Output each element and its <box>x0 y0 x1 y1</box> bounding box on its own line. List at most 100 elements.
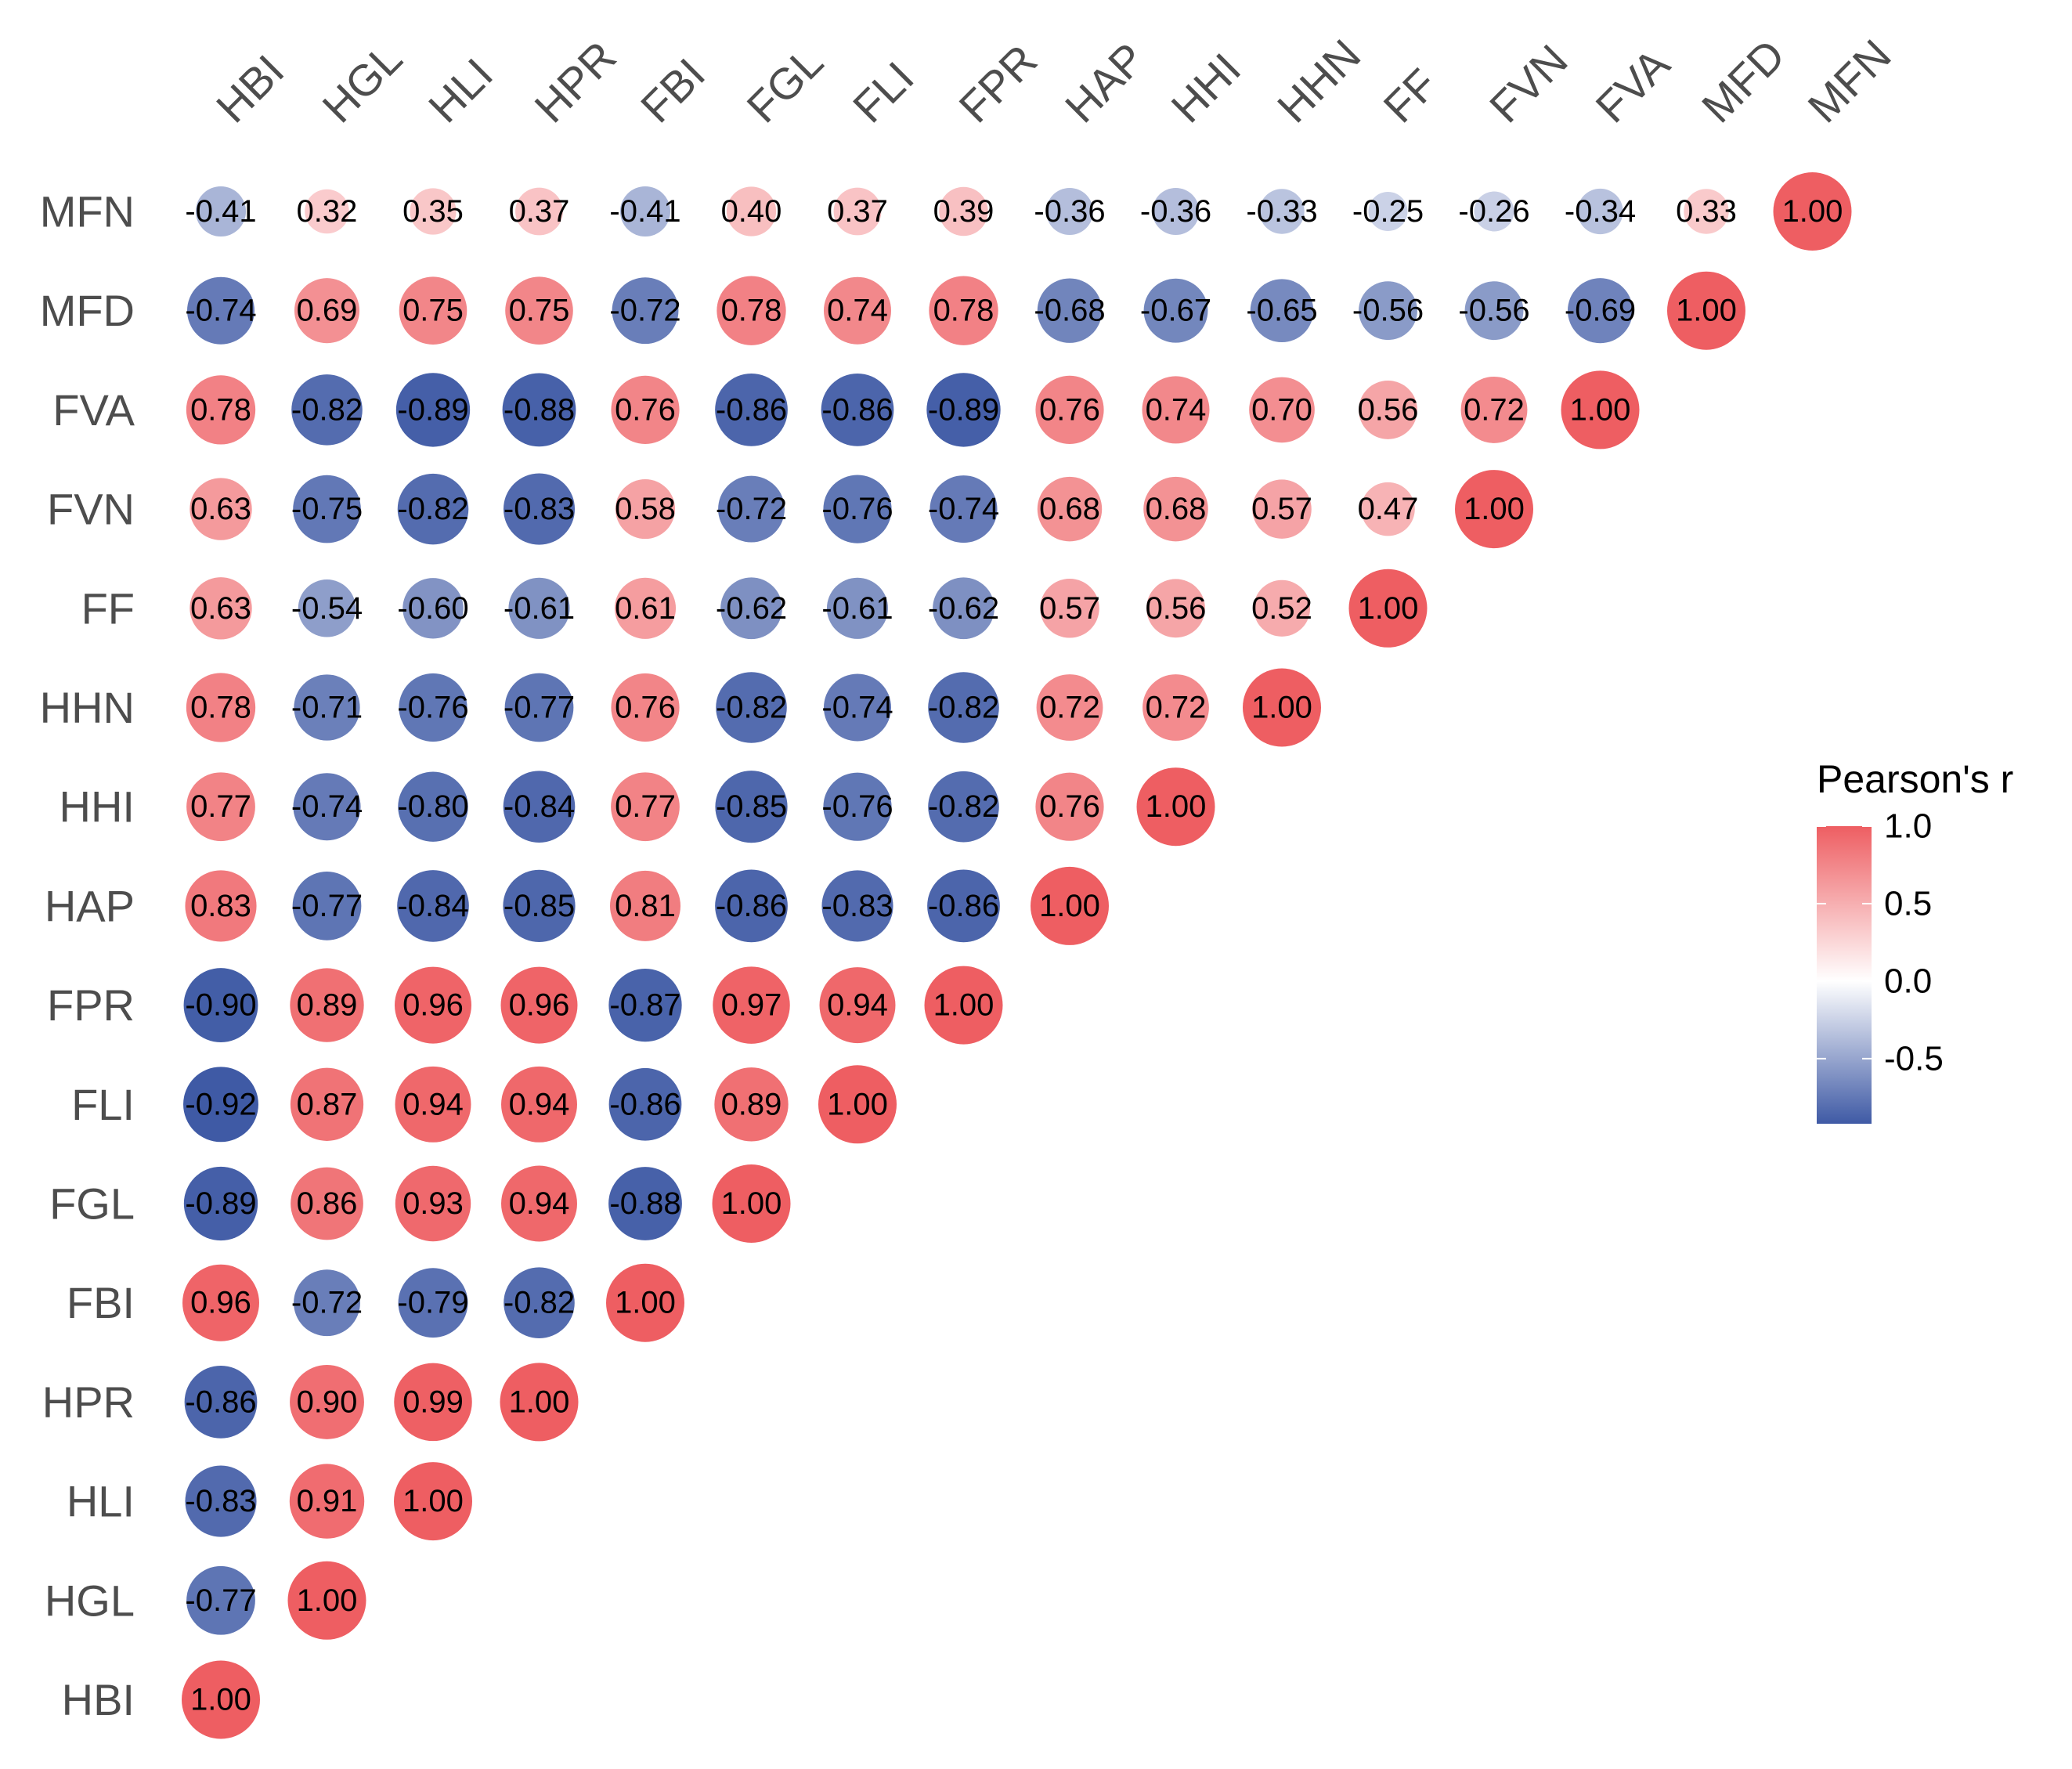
correlation-circle <box>503 869 576 942</box>
correlation-value-label: 0.96 <box>402 988 464 1023</box>
correlation-value-label: -0.86 <box>821 392 893 427</box>
correlation-circle <box>1567 278 1633 344</box>
correlation-circle <box>1037 278 1103 343</box>
y-tick-label: FF <box>81 583 135 633</box>
correlation-value-label: -0.77 <box>291 889 363 923</box>
correlation-value-label: -0.77 <box>504 691 575 725</box>
correlation-value-label: 0.93 <box>402 1186 464 1221</box>
x-tick-label: FGL <box>737 37 832 132</box>
correlation-circle <box>505 276 573 345</box>
correlation-value-label: -0.83 <box>185 1484 256 1518</box>
correlation-value-label: 0.40 <box>721 194 782 229</box>
correlation-circle <box>1252 479 1312 539</box>
correlation-circle <box>608 1067 682 1141</box>
correlation-circle <box>1359 380 1417 439</box>
correlation-circle <box>395 966 471 1044</box>
y-tick-label: HPR <box>42 1377 135 1427</box>
correlation-circle <box>183 968 258 1043</box>
y-tick-label: MFD <box>40 286 135 335</box>
correlation-circle <box>1036 674 1103 741</box>
correlation-value-label: -0.83 <box>504 492 575 526</box>
correlation-value-label: 0.33 <box>1676 194 1737 229</box>
correlation-circle <box>619 186 671 237</box>
y-tick-label: FLI <box>71 1080 135 1129</box>
correlation-circle <box>717 276 786 345</box>
correlation-value-label: -0.56 <box>1352 294 1424 328</box>
correlation-value-label: 0.78 <box>933 294 994 328</box>
correlation-circle <box>410 188 457 235</box>
correlation-value-label: -0.33 <box>1246 194 1317 229</box>
correlation-circle <box>397 870 469 942</box>
correlation-value-label: 1.00 <box>827 1087 888 1121</box>
x-tick-label: FVN <box>1480 35 1577 132</box>
correlation-value-label: 1.00 <box>1358 591 1419 626</box>
correlation-circle <box>398 771 468 842</box>
correlation-circle <box>395 1066 471 1143</box>
correlation-value-label: 0.78 <box>190 691 251 725</box>
correlation-circle <box>833 187 882 236</box>
x-tick-label: FF <box>1374 60 1446 132</box>
correlation-value-label: 0.94 <box>402 1087 464 1121</box>
correlation-value-label: -0.82 <box>716 691 787 725</box>
correlation-value-label: -0.87 <box>609 988 680 1023</box>
correlation-circle <box>1368 192 1408 231</box>
correlation-circle <box>395 373 471 447</box>
correlation-circle <box>1143 278 1208 343</box>
correlation-value-label: 0.75 <box>509 294 570 328</box>
correlation-circle <box>183 1067 258 1143</box>
correlation-circle <box>294 278 360 344</box>
y-tick-label: HGL <box>45 1576 135 1625</box>
correlation-circle <box>186 673 256 742</box>
correlation-value-label: 1.00 <box>1570 392 1631 427</box>
correlation-value-label: 0.57 <box>1251 492 1312 526</box>
correlation-value-label: 0.81 <box>615 889 676 923</box>
correlation-circle <box>1035 375 1104 444</box>
y-axis-labels: MFN MFD FVA FVN FF HHN HHI HAP FPR FLI FGL FBI HPR HL… <box>40 187 135 1725</box>
correlation-value-label: 0.96 <box>509 988 570 1023</box>
correlation-value-label: -0.76 <box>821 789 893 824</box>
correlation-value-label: 0.78 <box>721 294 782 328</box>
correlation-value-label: 0.83 <box>190 889 251 923</box>
correlation-value-label: -0.62 <box>716 591 787 626</box>
correlation-circle <box>1577 188 1623 235</box>
correlation-value-label: -0.89 <box>928 392 999 427</box>
x-tick-label: HBI <box>207 45 294 132</box>
correlation-circle <box>290 1364 364 1439</box>
correlation-value-label: 0.68 <box>1146 492 1207 526</box>
correlation-circle <box>1243 668 1321 747</box>
correlation-value-label: -0.85 <box>716 789 787 824</box>
correlation-circle <box>182 1660 260 1739</box>
correlation-circle <box>182 1264 259 1341</box>
y-tick-label: MFN <box>40 187 135 236</box>
correlation-value-label: 0.72 <box>1039 691 1100 725</box>
correlation-value-label: -0.34 <box>1565 194 1636 229</box>
correlation-value-label: 0.97 <box>721 988 782 1023</box>
correlation-value-label: 0.69 <box>297 294 358 328</box>
correlation-value-label: 0.77 <box>190 789 251 824</box>
correlation-circle <box>606 1263 684 1342</box>
correlation-circle <box>715 771 788 843</box>
correlation-value-label: 0.76 <box>1039 392 1100 427</box>
y-tick-label: HBI <box>62 1675 135 1724</box>
correlation-circle <box>715 869 788 943</box>
correlation-circle <box>515 187 563 236</box>
correlation-value-label: 0.89 <box>721 1087 782 1121</box>
correlation-value-label: -0.86 <box>928 889 999 923</box>
correlation-value-label: 0.52 <box>1251 591 1312 626</box>
correlation-circle <box>823 475 892 543</box>
correlation-circle <box>933 577 994 640</box>
x-tick-label: FPR <box>949 35 1046 132</box>
correlation-circle <box>394 1363 472 1442</box>
correlation-value-label: -0.86 <box>185 1385 256 1419</box>
y-tick-label: FGL <box>49 1179 135 1229</box>
correlation-circle <box>1037 476 1103 542</box>
correlation-circle <box>819 967 896 1044</box>
correlation-circle <box>818 1065 897 1144</box>
correlation-circle <box>186 1565 255 1635</box>
correlation-circle <box>290 1067 364 1141</box>
correlation-circle <box>291 374 363 446</box>
correlation-value-label: 0.74 <box>827 294 888 328</box>
legend-title: Pearson's r <box>1817 757 2013 801</box>
correlation-circle <box>502 373 576 447</box>
correlation-value-label: -0.86 <box>716 889 787 923</box>
